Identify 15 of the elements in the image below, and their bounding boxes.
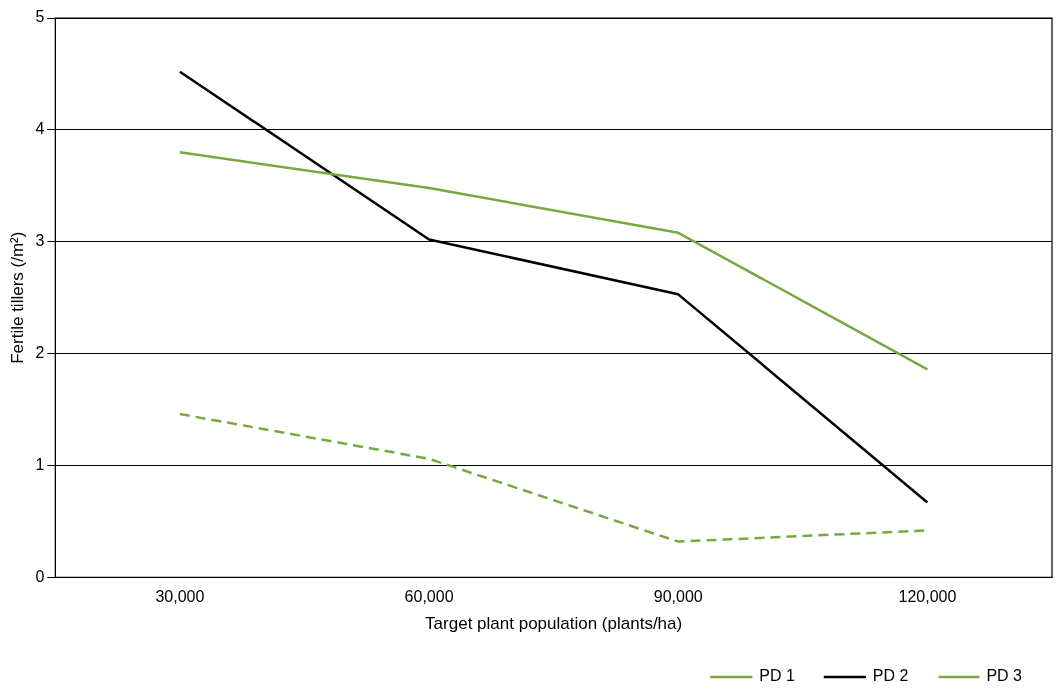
x-tick-label: 120,000 [898,588,957,606]
y-tick-label: 3 [35,232,45,250]
y-tick-label: 5 [35,8,45,26]
x-axis-title: Target plant population (plants/ha) [425,614,683,634]
y-axis-title: Fertile tillers (/m²) [7,231,27,364]
x-tick-label: 30,000 [155,588,205,606]
y-tick-label: 4 [35,120,45,138]
y-tick-label: 0 [35,567,45,585]
x-tick-label: 90,000 [653,588,703,606]
x-tick-label: 60,000 [404,588,454,606]
y-tick-label: 2 [35,344,45,362]
legend-label: PD 3 [986,667,1023,685]
legend-label: PD 2 [872,667,909,685]
legend-label: PD 1 [759,667,795,685]
y-tick-label: 1 [35,455,45,473]
